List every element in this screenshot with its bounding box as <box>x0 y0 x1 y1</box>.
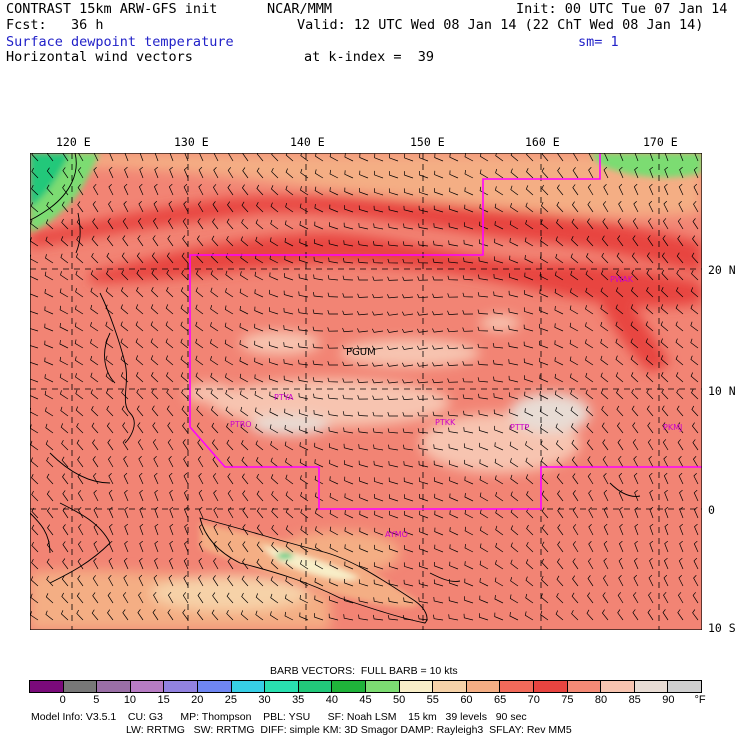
colorbar-swatch <box>668 681 701 692</box>
station-pkmj: PKMJ <box>663 423 682 432</box>
colorbar-label: 75 <box>561 694 574 706</box>
physics-info: LW: RRTMG SW: RRTMG DIFF: simple KM: 3D … <box>126 724 572 736</box>
colorbar <box>29 680 702 693</box>
wind-barb-field <box>30 153 699 621</box>
colorbar-swatch <box>634 681 669 692</box>
colorbar-label: 65 <box>493 694 507 706</box>
colorbar-swatch <box>500 681 534 692</box>
colorbar-swatch <box>197 681 232 692</box>
colorbar-label: 50 <box>393 694 406 706</box>
dewpoint-map: PGUM PTYA PTRO PTKK PTTP PKMJ PWAK AYMO <box>30 153 702 630</box>
wind-barbs <box>30 153 699 621</box>
colorbar-label: 15 <box>157 694 170 706</box>
colorbar-swatch <box>365 681 400 692</box>
zone-boundary <box>189 153 702 510</box>
vector-title: Horizontal wind vectors <box>6 49 193 65</box>
colorbar-swatch <box>30 681 64 692</box>
colorbar-swatch <box>130 681 165 692</box>
colorbar-label: 40 <box>325 694 338 706</box>
colorbar-swatch <box>399 681 434 692</box>
lon-label: 140 E <box>290 135 325 149</box>
colorbar-swatch <box>601 681 635 692</box>
colorbar-swatch <box>332 681 366 692</box>
colorbar-label: 90 <box>662 694 675 706</box>
coastlines <box>30 153 641 624</box>
colorbar-label: 0 <box>59 694 66 706</box>
colorbar-label: 55 <box>426 694 439 706</box>
colorbar-swatch <box>533 681 568 692</box>
colorbar-label: 5 <box>93 694 100 706</box>
lon-label: 130 E <box>174 135 209 149</box>
colorbar-label: 10 <box>123 694 137 706</box>
init-time: Init: 00 UTC Tue 07 Jan 14 <box>516 1 728 17</box>
colorbar-swatch <box>466 681 501 692</box>
lon-label: 150 E <box>410 135 445 149</box>
lat-label: 10 S <box>708 621 736 635</box>
k-index: at k-index = 39 <box>304 49 435 65</box>
colorbar-title: BARB VECTORS: FULL BARB = 10 kts <box>270 665 458 677</box>
station-pgum: PGUM <box>346 347 376 358</box>
colorbar-label: 60 <box>460 694 473 706</box>
station-pwak: PWAK <box>610 275 634 284</box>
colorbar-swatch <box>567 681 602 692</box>
organization: NCAR/MMM <box>267 1 333 17</box>
colorbar-swatch <box>265 681 299 692</box>
model-title: CONTRAST 15km ARW-GFS init <box>6 1 218 17</box>
colorbar-label: 85 <box>628 694 641 706</box>
lon-label: 120 E <box>56 135 91 149</box>
station-aymo: AYMO <box>385 530 408 539</box>
colorbar-label: 20 <box>191 694 204 706</box>
lat-label: 20 N <box>708 263 736 277</box>
colorbar-label: 30 <box>258 694 271 706</box>
colorbar-label: 70 <box>527 694 540 706</box>
station-ptkk: PTKK <box>435 418 456 427</box>
colorbar-swatch <box>298 681 333 692</box>
colorbar-label: 80 <box>594 694 608 706</box>
station-ptro: PTRO <box>230 420 252 429</box>
forecast-hour: Fcst: 36 h <box>6 17 104 33</box>
lon-label: 170 E <box>643 135 678 149</box>
valid-time: Valid: 12 UTC Wed 08 Jan 14 (22 ChT Wed … <box>297 17 704 33</box>
model-info: Model Info: V3.5.1 CU: G3 MP: Thompson P… <box>31 711 527 723</box>
colorbar-swatch <box>97 681 131 692</box>
lon-label: 160 E <box>525 135 560 149</box>
lat-label: 0 <box>708 503 715 517</box>
colorbar-label: 35 <box>292 694 305 706</box>
colorbar-swatch <box>164 681 198 692</box>
smoothing: sm= 1 <box>578 34 619 50</box>
colorbar-label: 45 <box>359 694 372 706</box>
colorbar-swatch <box>433 681 467 692</box>
station-ptya: PTYA <box>274 393 294 402</box>
field-title: Surface dewpoint temperature <box>6 34 234 50</box>
colorbar-swatch <box>231 681 266 692</box>
colorbar-swatch <box>63 681 98 692</box>
station-pttp: PTTP <box>510 423 529 432</box>
colorbar-label: 25 <box>224 694 238 706</box>
colorbar-unit: °F <box>694 694 706 706</box>
lat-label: 10 N <box>708 384 736 398</box>
